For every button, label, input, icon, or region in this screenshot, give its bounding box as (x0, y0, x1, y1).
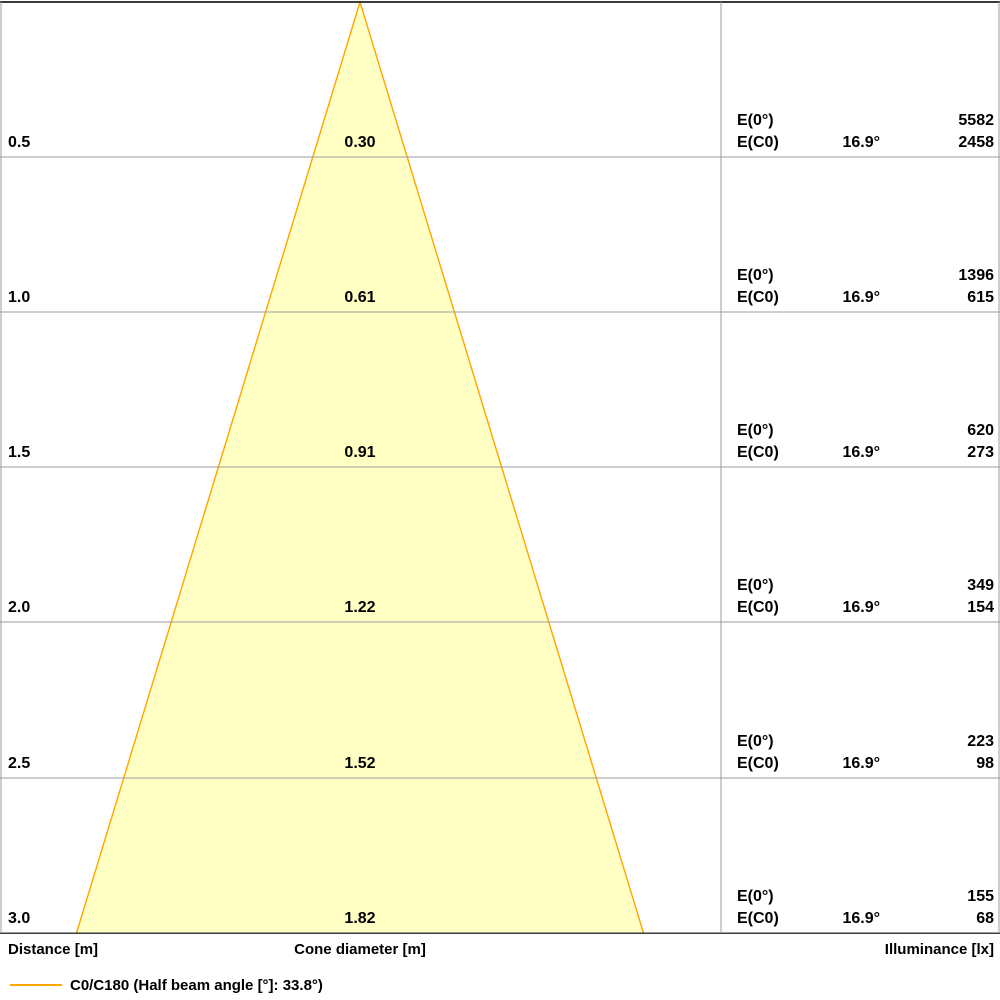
e0-value: 349 (967, 577, 994, 594)
distance-axis-label: Distance [m] (8, 941, 99, 958)
cone-diameter-label: 0.91 (344, 444, 376, 461)
ec0-label: E(C0) (737, 444, 779, 461)
ec0-value: 273 (967, 444, 994, 461)
ec0-label: E(C0) (737, 599, 779, 616)
illuminance-row: E(0°) 1396 E(C0) 16.9° 615 (737, 265, 994, 309)
e0-value: 223 (967, 733, 994, 750)
half-beam-angle: 16.9° (842, 289, 880, 306)
e0-label: E(0°) (737, 888, 774, 905)
ec0-value: 154 (967, 599, 994, 616)
ec0-label: E(C0) (737, 289, 779, 306)
ec0-label: E(C0) (737, 910, 779, 927)
cone-diameter-label: 0.61 (344, 289, 376, 306)
ec0-value: 98 (976, 755, 994, 772)
cone-diameter-label: 1.52 (344, 755, 376, 772)
ec0-value: 68 (976, 910, 994, 927)
half-beam-angle: 16.9° (842, 444, 880, 461)
chart-side-borders (0, 2, 1000, 933)
e0-value: 1396 (958, 267, 994, 284)
cone-diameter-label: 1.82 (344, 910, 376, 927)
half-beam-angle: 16.9° (842, 910, 880, 927)
legend-label: C0/C180 (Half beam angle [°]: 33.8°) (70, 977, 323, 994)
e0-value: 5582 (958, 112, 994, 129)
illuminance-row: E(0°) 155 E(C0) 16.9° 68 (737, 886, 994, 930)
distance-label: 1.0 (8, 289, 31, 306)
e0-label: E(0°) (737, 112, 774, 129)
e0-label: E(0°) (737, 733, 774, 750)
e0-label: E(0°) (737, 267, 774, 284)
illuminance-row: E(0°) 223 E(C0) 16.9° 98 (737, 731, 994, 775)
ec0-label: E(C0) (737, 755, 779, 772)
ec0-label: E(C0) (737, 134, 779, 151)
distance-label: 2.0 (8, 599, 31, 616)
illuminance-row: E(0°) 5582 E(C0) 16.9° 2458 (737, 110, 994, 154)
e0-label: E(0°) (737, 422, 774, 439)
half-beam-angle: 16.9° (842, 599, 880, 616)
distance-label: 1.5 (8, 444, 31, 461)
half-beam-angle: 16.9° (842, 755, 880, 772)
distance-label: 3.0 (8, 910, 31, 927)
chart-frame (0, 1, 1000, 934)
distance-label: 2.5 (8, 755, 31, 772)
illuminance-row: E(0°) 620 E(C0) 16.9° 273 (737, 420, 994, 464)
cone-diameter-axis-label: Cone diameter [m] (294, 941, 426, 958)
cone-diameter-label: 0.30 (344, 134, 376, 151)
ec0-value: 2458 (958, 134, 994, 151)
illuminance-axis-label: Illuminance [lx] (884, 941, 994, 958)
distance-label: 0.5 (8, 134, 31, 151)
cone-diameter-label: 1.22 (344, 599, 376, 616)
illuminance-row: E(0°) 349 E(C0) 16.9° 154 (737, 575, 994, 619)
e0-value: 155 (967, 888, 994, 905)
ec0-value: 615 (967, 289, 994, 306)
e0-value: 620 (967, 422, 994, 439)
grid-lines (0, 156, 1000, 779)
e0-label: E(0°) (737, 577, 774, 594)
half-beam-angle: 16.9° (842, 134, 880, 151)
